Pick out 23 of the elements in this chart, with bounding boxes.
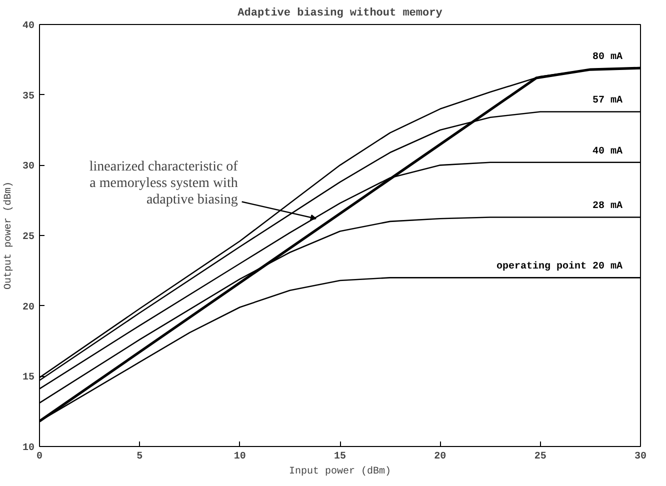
y-tick-label: 25: [22, 232, 35, 243]
x-tick-label: 5: [136, 452, 143, 462]
x-tick-label: 30: [634, 452, 647, 462]
x-tick-label: 0: [36, 452, 43, 462]
y-tick-label: 10: [22, 443, 35, 454]
y-tick-label: 40: [22, 21, 35, 32]
x-tick-label: 20: [434, 452, 446, 462]
series-label: operating point 20 mA: [496, 260, 622, 273]
series-label: 57 mA: [592, 96, 622, 107]
x-axis-title: Input power (dBm): [288, 466, 392, 478]
chart-title: Adaptive biasing without memory: [238, 8, 443, 20]
annotation: linearized characteristic of a memoryless system with adaptive biasing: [89, 160, 238, 208]
x-tick-label: 25: [534, 452, 546, 462]
x-tick-label: 15: [334, 452, 346, 462]
series-label: 40 mA: [592, 146, 622, 158]
series-label: 80 mA: [592, 52, 622, 64]
y-tick-label: 15: [22, 372, 35, 384]
x-tick-label: 10: [234, 452, 246, 462]
y-axis-title: Output power (dBm): [2, 181, 14, 290]
y-tick-label: 20: [22, 302, 35, 314]
y-tick-label: 35: [22, 91, 35, 102]
y-tick-label: 30: [22, 162, 35, 173]
series-label: 28 mA: [592, 201, 622, 212]
